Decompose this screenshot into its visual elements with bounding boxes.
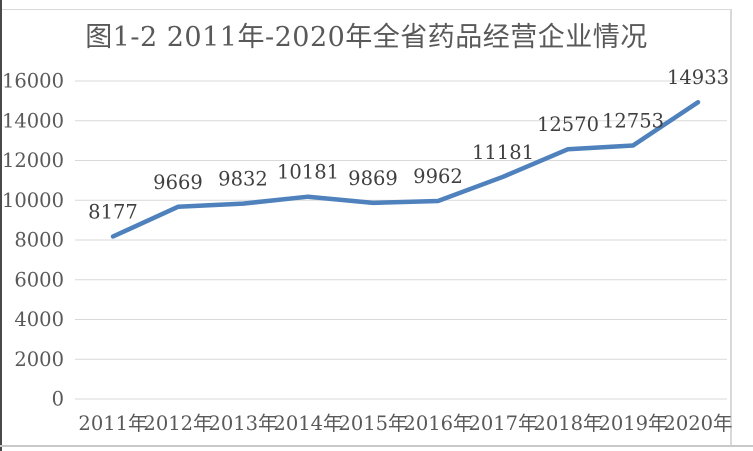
x-axis-tick-label: 2020年 [663, 412, 732, 435]
frame-top-border [2, 9, 731, 10]
y-axis-tick-label: 6000 [14, 268, 64, 291]
x-axis-tick-label: 2015年 [338, 412, 407, 435]
data-label: 9832 [218, 168, 268, 191]
y-axis-tick-label: 16000 [2, 70, 64, 93]
x-axis-tick-label: 2019年 [598, 412, 667, 435]
y-axis-tick-label: 2000 [14, 348, 64, 371]
x-axis-tick-label: 2013年 [208, 412, 277, 435]
data-label: 11181 [472, 141, 534, 164]
frame-right-border [730, 9, 732, 446]
series-line [110, 99, 701, 239]
y-axis-tick-label: 0 [52, 388, 64, 411]
y-axis-tick-label: 10000 [2, 189, 64, 212]
data-label: 9962 [413, 165, 463, 188]
y-axis-tick-label: 12000 [2, 149, 64, 172]
chart-title: 图1-2 2011年-2020年全省药品经营企业情况 [85, 22, 648, 53]
x-axis-tick-label: 2012年 [143, 412, 212, 435]
x-axis-tick-label: 2016年 [403, 412, 472, 435]
y-axis-tick-label: 4000 [14, 308, 64, 331]
frame-left-border [0, 0, 2, 451]
data-label: 12570 [537, 113, 599, 136]
data-label: 12753 [602, 110, 664, 133]
data-label: 9669 [153, 171, 203, 194]
x-axis-tick-label: 2018年 [533, 412, 602, 435]
data-label: 10181 [277, 161, 339, 184]
x-axis-tick-label: 2017年 [468, 412, 537, 435]
x-axis-tick-label: 2014年 [273, 412, 342, 435]
y-axis-tick-label: 14000 [2, 109, 64, 132]
y-axis-tick-label: 8000 [14, 229, 64, 252]
x-axis-tick-label: 2011年 [78, 412, 147, 435]
frame-bottom-border [0, 445, 753, 447]
data-label: 9869 [348, 167, 398, 190]
data-label: 8177 [88, 201, 138, 224]
data-label: 14933 [667, 66, 729, 89]
